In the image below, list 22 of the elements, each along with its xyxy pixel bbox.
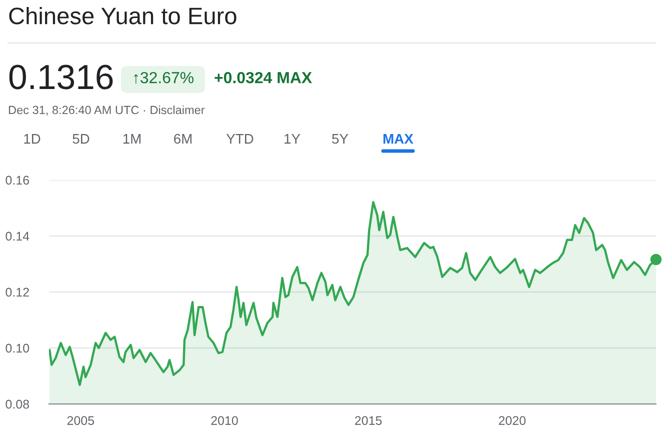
text: 1Y: [284, 134, 300, 144]
text: 1D: [24, 134, 40, 144]
y-tick-label: 0.10: [6, 344, 30, 353]
y-tick-label: 0.12: [6, 288, 29, 297]
text: 5D: [72, 134, 90, 144]
y-tick-label: 0.14: [6, 232, 30, 241]
x-tick-label: 2020: [498, 416, 526, 425]
text: 1M: [123, 134, 141, 144]
text: +0.0324 MAX: [214, 72, 312, 84]
text: 0.1316: [9, 64, 113, 90]
x-tick-label: 2010: [211, 416, 238, 425]
text: 5Y: [332, 134, 348, 144]
chart-title: Chinese Yuan to Euro: [9, 6, 236, 24]
y-tick-label: 0.08: [6, 400, 30, 409]
text: ↑32.67%: [134, 72, 194, 84]
text: 6M: [174, 134, 192, 144]
x-tick-label: 2005: [67, 416, 94, 425]
text: YTD: [226, 134, 254, 144]
y-tick-label: 0.16: [6, 176, 30, 185]
x-tick-label: 2015: [355, 416, 382, 425]
text: Dec 31, 8:26:40 AM UTC · Disclaimer: [8, 106, 205, 116]
text: MAX: [383, 134, 414, 144]
